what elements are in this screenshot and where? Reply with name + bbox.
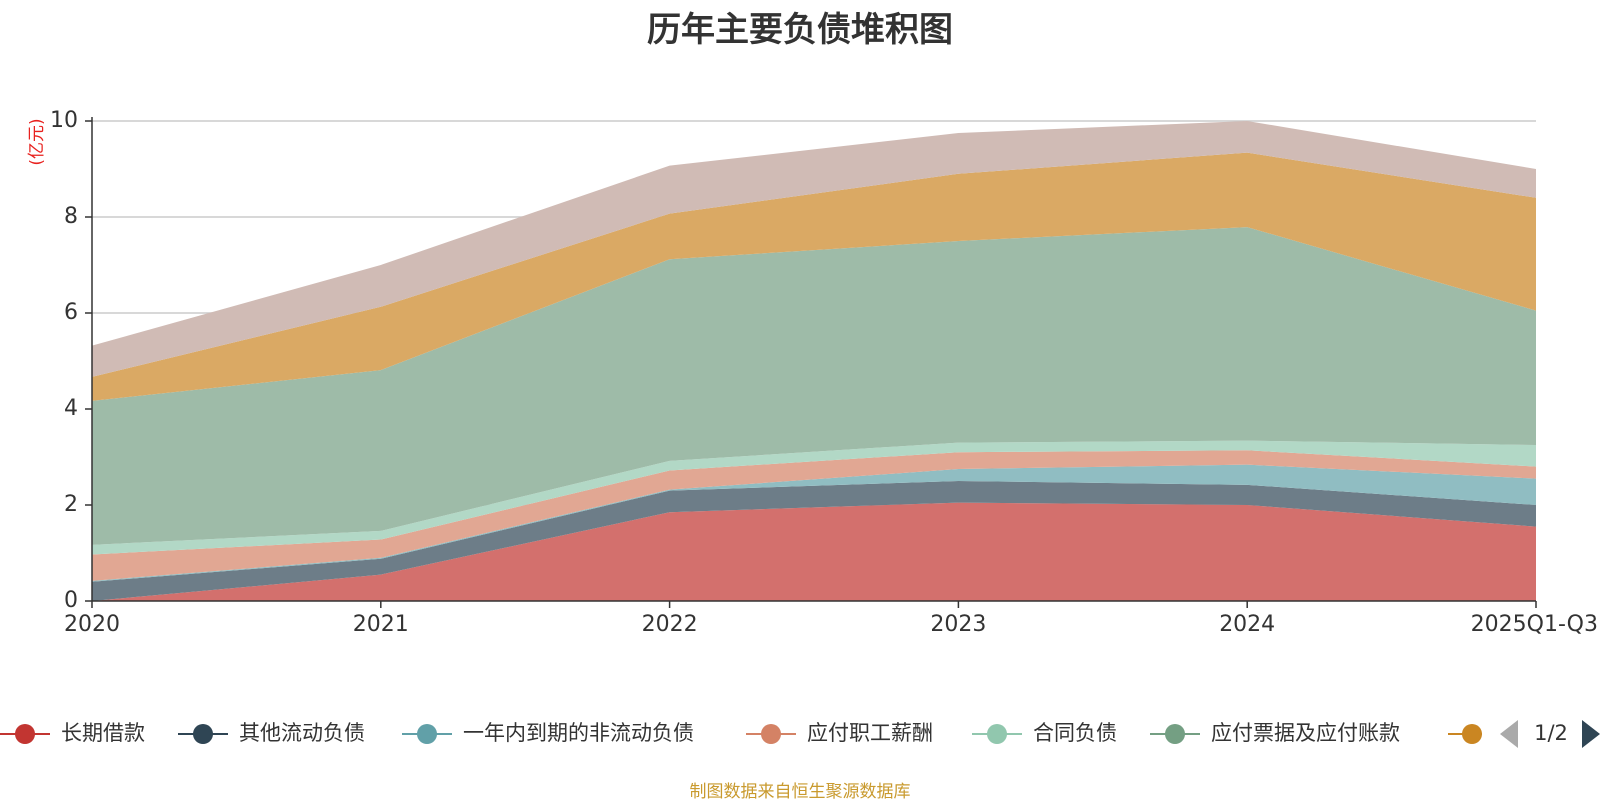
legend-prev-page-icon[interactable]	[1500, 720, 1518, 748]
x-tick-label: 2024	[1219, 612, 1275, 637]
legend-label: 合同负债	[1033, 721, 1117, 745]
source-note: 制图数据来自恒生聚源数据库	[689, 782, 911, 802]
stacked-areas	[92, 121, 1536, 601]
legend-label: 长期借款	[61, 721, 145, 745]
chart-title: 历年主要负债堆积图	[647, 10, 953, 50]
legend-item[interactable]: 长期借款	[0, 721, 145, 745]
legend-label: 其他流动负债	[239, 721, 365, 745]
legend-item[interactable]	[1448, 724, 1482, 744]
x-tick-label: 2020	[64, 612, 120, 637]
legend-label: 应付票据及应付账款	[1211, 721, 1400, 745]
legend-page-indicator: 1/2	[1534, 721, 1568, 745]
legend-item[interactable]: 其他流动负债	[178, 721, 365, 745]
legend-marker-icon	[193, 724, 213, 744]
area-series-4	[92, 450, 1536, 581]
legend-item[interactable]: 合同负债	[972, 721, 1117, 745]
y-tick-label: 6	[64, 300, 78, 325]
axes: 0 2 4 6 8 10 2020 2021 2022 2023 2024 2025Q1-Q3	[50, 108, 1598, 637]
legend: 长期借款 其他流动负债 一年内到期的非流动负债 应付职工薪酬 合同负债 应付票据及应付账款…	[0, 720, 1600, 748]
area-series-7	[92, 152, 1536, 401]
legend-marker-icon	[417, 724, 437, 744]
y-tick-label: 4	[64, 396, 78, 421]
legend-marker-icon	[761, 724, 781, 744]
area-series-3	[92, 464, 1536, 582]
legend-item[interactable]: 一年内到期的非流动负债	[402, 721, 694, 745]
legend-label: 应付职工薪酬	[807, 721, 933, 745]
area-series-2	[92, 481, 1536, 601]
legend-item[interactable]: 应付票据及应付账款	[1150, 721, 1400, 745]
x-tick-label: 2023	[930, 612, 986, 637]
area-series-8	[92, 121, 1536, 377]
x-tick-label: 2025Q1-Q3	[1471, 612, 1598, 637]
y-tick-label: 8	[64, 204, 78, 229]
legend-marker-icon	[15, 724, 35, 744]
legend-next-page-icon[interactable]	[1582, 720, 1600, 748]
x-tick-label: 2021	[353, 612, 409, 637]
area-series-6	[92, 227, 1536, 545]
area-series-1	[92, 502, 1536, 601]
y-tick-label: 0	[64, 588, 78, 613]
legend-item[interactable]: 应付职工薪酬	[746, 721, 933, 745]
y-axis-label: (亿元)	[27, 118, 47, 165]
legend-marker-icon	[1165, 724, 1185, 744]
y-tick-label: 2	[64, 492, 78, 517]
x-tick-label: 2022	[642, 612, 698, 637]
y-tick-label: 10	[50, 108, 78, 133]
legend-label: 一年内到期的非流动负债	[463, 721, 694, 745]
legend-marker-icon	[987, 724, 1007, 744]
area-series-5	[92, 440, 1536, 555]
legend-marker-icon	[1462, 724, 1482, 744]
